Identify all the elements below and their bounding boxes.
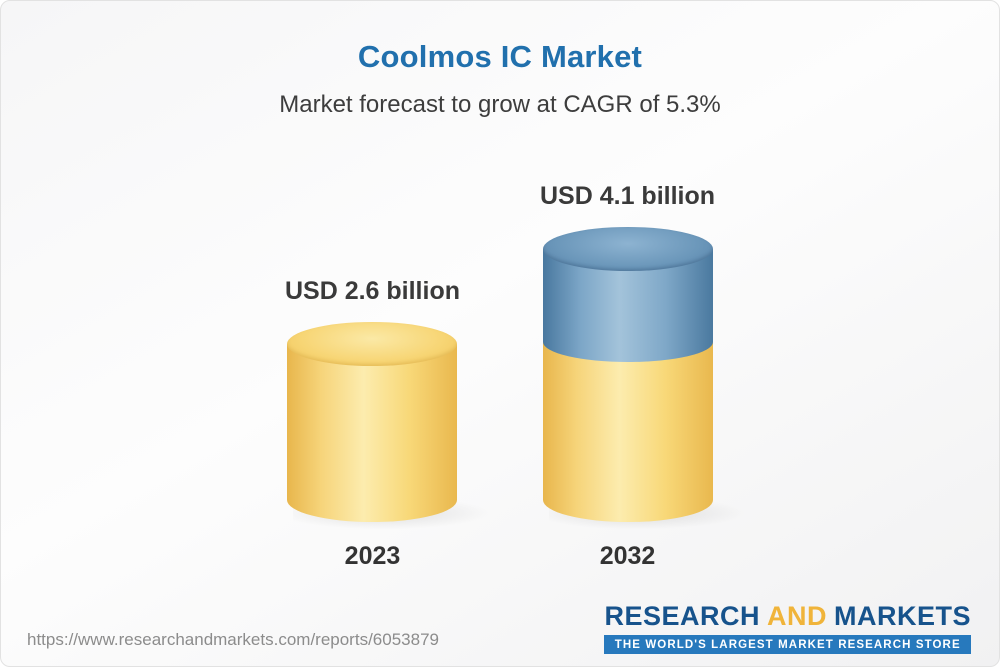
cylinder-top-ellipse [287,322,458,366]
page-subtitle: Market forecast to grow at CAGR of 5.3% [279,91,721,118]
bar-group-2023: USD 2.6 billion 2023 [284,277,494,571]
year-label-2032: 2032 [599,542,656,570]
logo-word-research: RESEARCH [604,601,760,631]
research-and-markets-logo: RESEARCH AND MARKETS THE WORLD'S LARGEST M… [604,601,971,654]
bar-value-label-2023: USD 2.6 billion [284,277,460,305]
cylinder-segment-yellow [542,342,713,522]
cylinder-body-yellow [287,344,458,522]
page-title: Coolmos IC Market [357,39,643,74]
chart-area: USD 2.6 billion 2023 USD 4.1 billion 203… [1,182,999,571]
cylinder-top-ellipse [542,227,713,271]
logo-text: RESEARCH AND MARKETS [604,601,971,631]
logo-word-markets: MARKETS [834,601,971,631]
logo-tagline: THE WORLD'S LARGEST MARKET RESEARCH STOR… [604,635,971,654]
bar-group-2032: USD 4.1 billion 2032 [540,182,749,571]
bar-cylinder-2032 [542,227,749,530]
bar-value-label-2032: USD 4.1 billion [540,182,716,210]
logo-word-and: AND [767,601,827,631]
footer-url: https://www.researchandmarkets.com/repor… [27,630,439,649]
year-label-2023: 2023 [344,542,401,570]
bar-cylinder-2023 [287,322,494,530]
chart-header: Coolmos IC Market Market forecast to gro… [1,1,999,119]
